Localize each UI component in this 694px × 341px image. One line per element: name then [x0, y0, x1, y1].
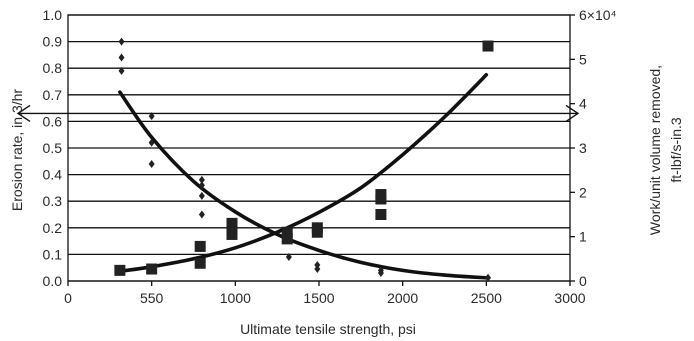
diamond-point [198, 175, 205, 184]
square-point [226, 217, 238, 229]
diamond-point [485, 273, 492, 282]
left-axis-ticks: 0.0 0.1 0.2 0.3 0.4 0.5 0.6 0.7 0.8 0.9 1.0 [43, 7, 63, 289]
square-point [375, 209, 387, 220]
left-tick-label: 0.2 [43, 220, 63, 236]
right-tick-label: 2 [579, 184, 587, 200]
arrowhead-left [16, 104, 31, 123]
work-per-volume-fit-curve [118, 73, 489, 273]
right-axis-title-line2: ft-lbf/s-in.3 [668, 117, 684, 183]
x-axis-title: Ultimate tensile strength, psi [240, 321, 416, 337]
square-point [194, 257, 206, 269]
left-tick-label: 0.5 [43, 140, 63, 156]
left-tick-label: 0.8 [43, 60, 63, 76]
data-markers [114, 37, 494, 282]
diamond-point [198, 181, 205, 190]
square-point [482, 40, 494, 52]
diamond-point [198, 210, 205, 219]
x-tick-label: 1000 [220, 290, 251, 306]
x-tick-label: 550 [140, 290, 164, 306]
fit-curves [118, 73, 489, 280]
left-tick-label: 0.6 [43, 113, 63, 129]
left-tick-label: 0.4 [43, 167, 63, 183]
diamond-point [314, 265, 321, 274]
square-point [281, 226, 293, 238]
diamond-point [198, 191, 205, 200]
right-tick-label: 0 [579, 273, 587, 289]
diamond-point [377, 269, 384, 278]
right-tick-label: 4 [579, 96, 587, 112]
square-point [311, 222, 323, 234]
diamond-point [118, 37, 125, 46]
diamond-point [148, 159, 155, 168]
right-axis-title-line1: Work/unit volume removed, [647, 65, 663, 235]
x-tick-label: 1500 [303, 290, 334, 306]
right-tick-label: 1 [579, 229, 587, 245]
annotations [16, 104, 580, 123]
erosion-rate-fit-curve [118, 90, 489, 280]
left-tick-label: 0.9 [43, 34, 63, 50]
diamond-point [118, 53, 125, 62]
x-tick-label: 2500 [471, 290, 502, 306]
x-tick-label: 2000 [387, 290, 418, 306]
left-tick-label: 0.0 [43, 273, 63, 289]
left-tick-label: 0.1 [43, 246, 63, 262]
diamond-point [285, 253, 292, 262]
square-point [146, 263, 158, 275]
x-axis-ticks: 0 550 1000 1500 2000 2500 3000 [64, 281, 586, 306]
right-tick-label: 3 [579, 140, 587, 156]
left-tick-label: 0.7 [43, 87, 63, 103]
square-point [194, 240, 206, 252]
left-tick-label: 0.3 [43, 193, 63, 209]
right-tick-label: 6×10⁴ [579, 7, 617, 23]
square-point [375, 189, 387, 201]
diamond-point [118, 66, 125, 75]
square-point [281, 233, 293, 245]
right-tick-label: 5 [579, 51, 587, 67]
left-axis-title: Erosion rate, in.3/hr [9, 89, 25, 212]
x-tick-label: 0 [64, 290, 72, 306]
diamond-point [148, 138, 155, 147]
left-tick-label: 1.0 [43, 7, 63, 23]
arrowhead-right [565, 104, 580, 123]
square-point [114, 264, 126, 276]
x-tick-label: 3000 [554, 290, 585, 306]
right-axis-ticks: 0 1 2 3 4 5 6×10⁴ [570, 7, 617, 289]
gridlines [68, 14, 570, 282]
square-point [226, 224, 238, 236]
